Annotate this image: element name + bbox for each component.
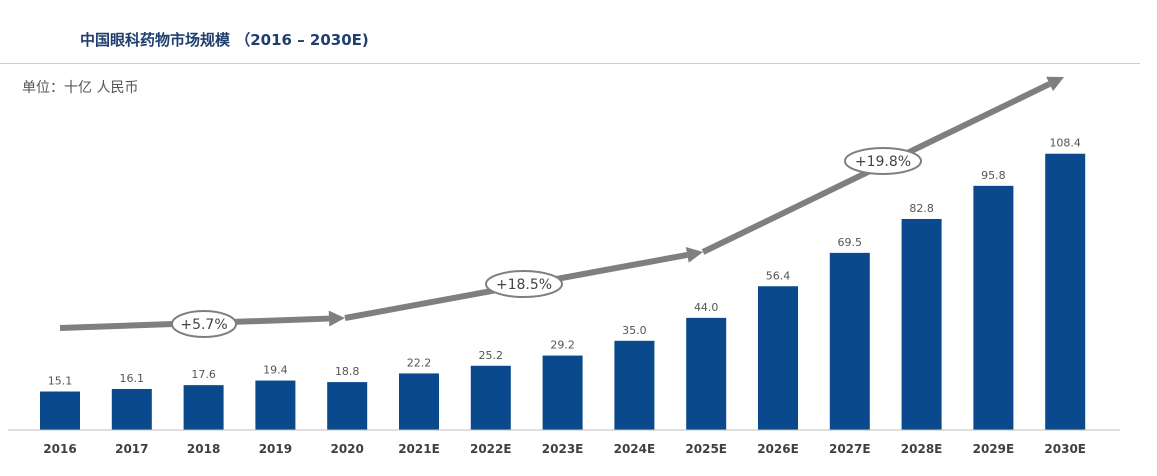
growth-trend-arrow: +5.7% +18.5% +19.8% [59,76,1064,338]
bar-2019 [255,380,296,430]
bar-2022E [470,365,511,430]
growth-arrow-head-2 [685,247,703,263]
value-label-2017: 16.1 [120,372,145,385]
bar-2016 [40,391,80,430]
bar-2027E [829,252,870,430]
title-divider [0,63,1140,64]
growth-arrow-head-1 [328,310,345,327]
value-label-2016: 15.1 [48,375,73,388]
x-tick-2023E: 2023E [542,442,584,456]
bar-2029E [973,185,1014,430]
growth-rate-bubble-1 [171,310,237,338]
value-label-2019: 19.4 [263,364,288,377]
value-labels-group: 15.1 16.1 17.6 19.4 18.8 22.2 25.2 29.2 35.0 44.0… [48,137,1081,388]
x-tick-2026E: 2026E [757,442,799,456]
growth-rate-bubble-3 [844,147,922,175]
x-tick-2024E: 2024E [614,442,656,456]
value-label-2027E: 69.5 [838,236,863,249]
x-tick-2027E: 2027E [829,442,871,456]
value-label-2025E: 44.0 [694,301,719,314]
value-label-2030E: 108.4 [1049,137,1081,150]
chart-title: 中国眼科药物市场规模 （2016 – 2030E) [80,31,369,49]
value-label-2023E: 29.2 [550,339,575,352]
x-tick-2020: 2020 [330,442,363,456]
x-tick-2028E: 2028E [901,442,943,456]
value-label-2024E: 35.0 [622,324,647,337]
bar-2020 [327,382,368,430]
growth-arrow-head-3 [1046,76,1064,92]
x-tick-2018: 2018 [187,442,220,456]
growth-rate-label-1: +5.7% [180,317,227,333]
value-label-2020: 18.8 [335,365,360,378]
bars-group [40,153,1086,431]
growth-rate-label-3: +19.8% [855,154,911,170]
bar-2018 [183,385,224,430]
bar-2028E [901,218,942,430]
bar-2030E [1045,153,1086,431]
growth-rate-label-2: +18.5% [496,277,552,293]
value-label-2022E: 25.2 [479,349,504,362]
x-tick-2022E: 2022E [470,442,512,456]
value-label-2018: 17.6 [191,368,216,381]
bar-2024E [614,340,655,430]
x-axis-ticks-group: 2016 2017 2018 2019 2020 2021E 2022E 2023E 2024E… [43,442,1086,456]
bar-2017 [111,388,152,430]
x-tick-2029E: 2029E [973,442,1015,456]
x-tick-2021E: 2021E [398,442,440,456]
x-tick-2019: 2019 [259,442,292,456]
bar-2023E [542,355,583,430]
bar-2025E [686,317,727,430]
x-tick-2030E: 2030E [1044,442,1086,456]
value-label-2028E: 82.8 [909,202,934,215]
x-tick-2017: 2017 [115,442,148,456]
unit-label: 单位：十亿 人民币 [22,80,139,96]
bar-2026E [758,286,798,430]
x-tick-2016: 2016 [43,442,76,456]
x-tick-2025E: 2025E [685,442,727,456]
value-label-2021E: 22.2 [407,356,432,369]
bar-2021E [399,373,439,430]
value-label-2026E: 56.4 [766,269,791,282]
growth-rate-bubble-2 [485,270,563,298]
value-label-2029E: 95.8 [981,169,1006,182]
